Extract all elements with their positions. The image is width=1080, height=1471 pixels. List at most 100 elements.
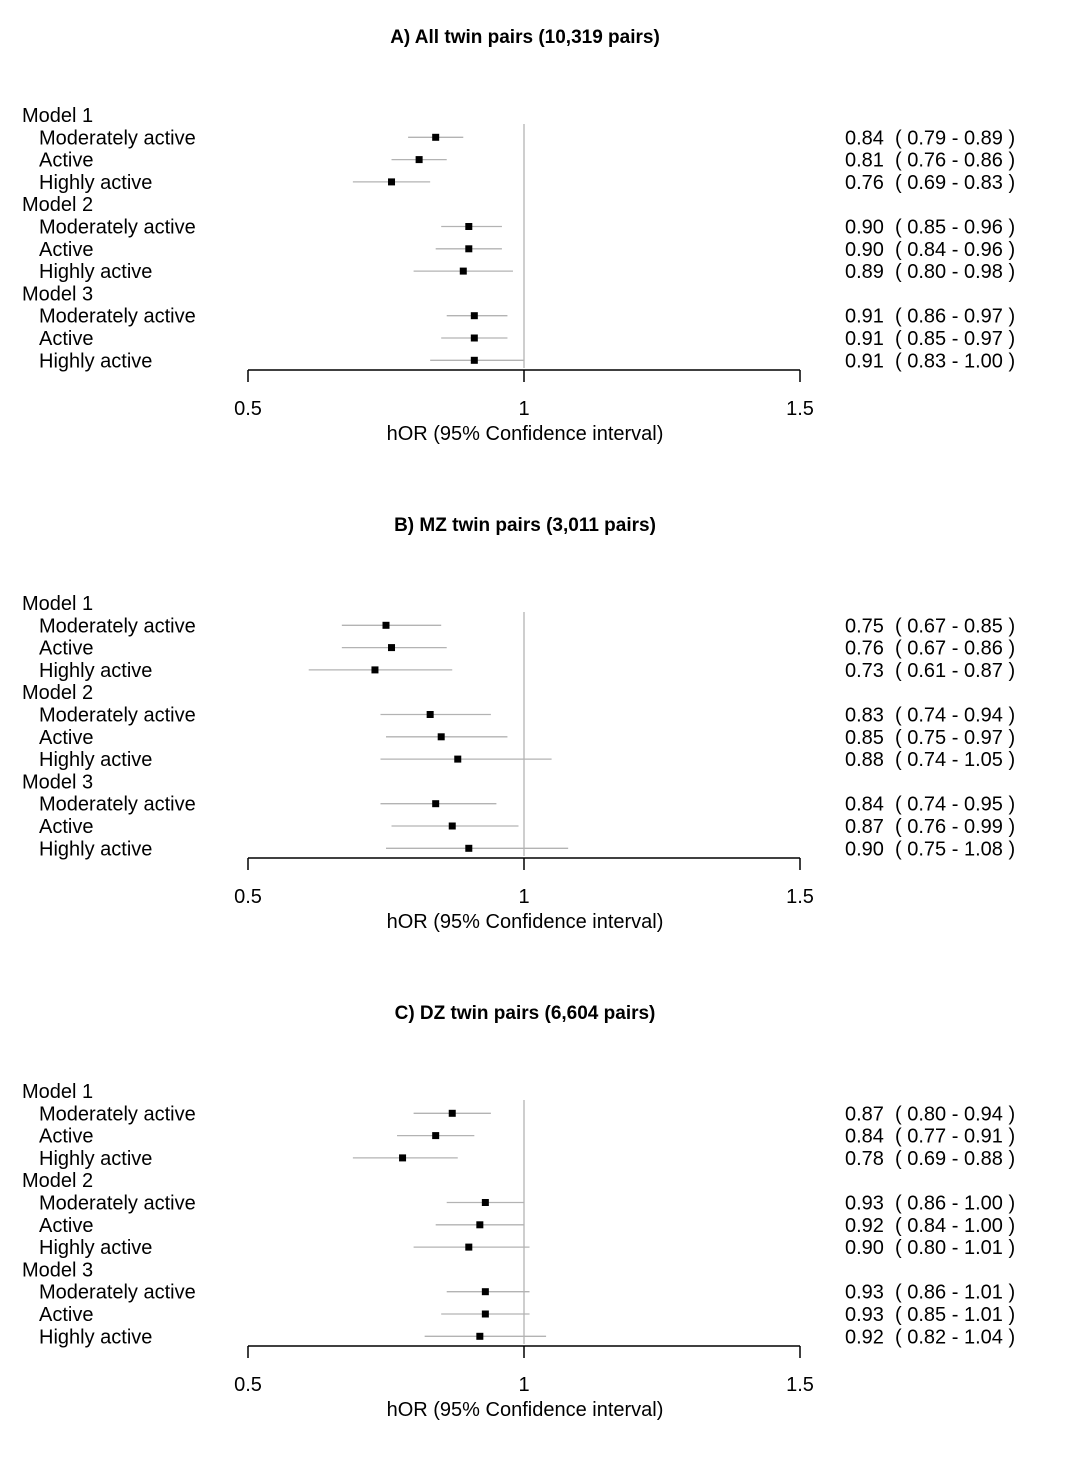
panel-2-x-axis-label: hOR (95% Confidence interval) bbox=[387, 911, 664, 933]
panel-2-value-label-2-1: 0.83 ( 0.74 - 0.94 ) bbox=[845, 705, 1015, 727]
panel-3-group-label-2: Model 2 bbox=[22, 1170, 93, 1192]
panel-2-value-label-3-2: 0.87 ( 0.76 - 0.99 ) bbox=[845, 816, 1015, 838]
panel-2-value-label-2-3: 0.88 ( 0.74 - 1.05 ) bbox=[845, 749, 1015, 771]
panel-3-row-label-3-3: Highly active bbox=[39, 1326, 152, 1348]
panel-1-row-label-1-2: Active bbox=[39, 150, 93, 172]
panel-3-value-label-1-2: 0.84 ( 0.77 - 0.91 ) bbox=[845, 1126, 1015, 1148]
panel-1-value-label-2-1: 0.90 ( 0.85 - 0.96 ) bbox=[845, 217, 1015, 239]
panel-1-row-label-3-3: Highly active bbox=[39, 350, 152, 372]
panel-2-tick-label-3: 1.5 bbox=[786, 886, 814, 908]
panel-3-value-label-2-3: 0.90 ( 0.80 - 1.01 ) bbox=[845, 1237, 1015, 1259]
panel-2-point-2-2 bbox=[437, 733, 445, 741]
panel-1-row-label-1-1: Moderately active bbox=[39, 127, 196, 149]
panel-2-group-label-3: Model 3 bbox=[22, 771, 93, 793]
panel-1-tick-label-1: 0.5 bbox=[234, 398, 262, 420]
panel-1-value-label-1-3: 0.76 ( 0.69 - 0.83 ) bbox=[845, 172, 1015, 194]
panel-2-group-label-1: Model 1 bbox=[22, 593, 93, 615]
panel-3-value-label-3-2: 0.93 ( 0.85 - 1.01 ) bbox=[845, 1304, 1015, 1326]
panel-1-point-1-2 bbox=[415, 156, 423, 164]
panel-1-x-axis-label: hOR (95% Confidence interval) bbox=[387, 423, 664, 445]
panel-2-value-label-1-2: 0.76 ( 0.67 - 0.86 ) bbox=[845, 638, 1015, 660]
panel-3-row-label-3-2: Active bbox=[39, 1304, 93, 1326]
panel-3-row-label-1-1: Moderately active bbox=[39, 1103, 196, 1125]
panel-2-point-1-3 bbox=[371, 666, 379, 674]
panel-3-value-label-3-1: 0.93 ( 0.86 - 1.01 ) bbox=[845, 1282, 1015, 1304]
panel-3-tick-label-2: 1 bbox=[518, 1374, 529, 1396]
panel-1-value-label-2-2: 0.90 ( 0.84 - 0.96 ) bbox=[845, 239, 1015, 261]
panel-3-tick-label-1: 0.5 bbox=[234, 1374, 262, 1396]
panel-2-row-label-2-1: Moderately active bbox=[39, 705, 196, 727]
panel-3-row-label-1-3: Highly active bbox=[39, 1148, 152, 1170]
panel-2-row-label-2-2: Active bbox=[39, 727, 93, 749]
panel-3-value-label-3-3: 0.92 ( 0.82 - 1.04 ) bbox=[845, 1326, 1015, 1348]
panel-1-point-3-1 bbox=[470, 312, 478, 320]
panel-1-title: A) All twin pairs (10,319 pairs) bbox=[390, 27, 660, 48]
panel-2-value-label-3-1: 0.84 ( 0.74 - 0.95 ) bbox=[845, 794, 1015, 816]
panel-1-point-2-3 bbox=[459, 267, 467, 275]
panel-3-title: C) DZ twin pairs (6,604 pairs) bbox=[395, 1003, 656, 1024]
panel-2-row-label-1-2: Active bbox=[39, 638, 93, 660]
panel-1-tick-label-2: 1 bbox=[518, 398, 529, 420]
panel-3-point-1-1 bbox=[448, 1109, 456, 1117]
panel-2-point-3-3 bbox=[465, 844, 473, 852]
panel-3-row-label-1-2: Active bbox=[39, 1126, 93, 1148]
panel-1-value-label-1-1: 0.84 ( 0.79 - 0.89 ) bbox=[845, 127, 1015, 149]
panel-1-row-label-3-1: Moderately active bbox=[39, 306, 196, 328]
panel-2-group-label-2: Model 2 bbox=[22, 682, 93, 704]
panel-2-row-label-3-1: Moderately active bbox=[39, 794, 196, 816]
panel-2-value-label-1-1: 0.75 ( 0.67 - 0.85 ) bbox=[845, 615, 1015, 637]
panel-2-value-label-3-3: 0.90 ( 0.75 - 1.08 ) bbox=[845, 838, 1015, 860]
panel-3-group-label-3: Model 3 bbox=[22, 1259, 93, 1281]
panel-3-x-axis-label: hOR (95% Confidence interval) bbox=[387, 1399, 664, 1421]
panel-2-point-2-3 bbox=[454, 755, 462, 763]
panel-3-row-label-2-1: Moderately active bbox=[39, 1193, 196, 1215]
panel-2-tick-label-1: 0.5 bbox=[234, 886, 262, 908]
panel-3-row-label-2-2: Active bbox=[39, 1215, 93, 1237]
panel-1-group-label-3: Model 3 bbox=[22, 283, 93, 305]
panel-1-point-3-3 bbox=[470, 356, 478, 364]
panel-3-point-2-1 bbox=[481, 1199, 489, 1206]
panel-1-point-2-2 bbox=[465, 245, 473, 253]
panel-2-value-label-2-2: 0.85 ( 0.75 - 0.97 ) bbox=[845, 727, 1015, 749]
panel-2-row-label-3-3: Highly active bbox=[39, 838, 152, 860]
panel-2-row-label-2-3: Highly active bbox=[39, 749, 152, 771]
panel-2-point-1-1 bbox=[382, 621, 390, 629]
panel-1-group-label-2: Model 2 bbox=[22, 194, 93, 216]
panel-3-row-label-3-1: Moderately active bbox=[39, 1282, 196, 1304]
panel-1-row-label-3-2: Active bbox=[39, 328, 93, 350]
panel-1-point-1-1 bbox=[432, 133, 440, 141]
panel-3-tick-label-3: 1.5 bbox=[786, 1374, 814, 1396]
panel-3-value-label-2-2: 0.92 ( 0.84 - 1.00 ) bbox=[845, 1215, 1015, 1237]
panel-3-value-label-1-3: 0.78 ( 0.69 - 0.88 ) bbox=[845, 1148, 1015, 1170]
panel-1-point-2-1 bbox=[465, 223, 473, 230]
panel-3-point-3-1 bbox=[481, 1288, 489, 1296]
panel-3-point-1-3 bbox=[399, 1154, 407, 1162]
panel-2-row-label-3-2: Active bbox=[39, 816, 93, 838]
panel-3-row-label-2-3: Highly active bbox=[39, 1237, 152, 1259]
panel-2-row-label-1-1: Moderately active bbox=[39, 615, 196, 637]
panel-3-point-2-2 bbox=[476, 1221, 484, 1229]
panel-2-tick-label-2: 1 bbox=[518, 886, 529, 908]
panel-1-row-label-2-2: Active bbox=[39, 239, 93, 261]
panel-2-title: B) MZ twin pairs (3,011 pairs) bbox=[394, 515, 656, 536]
panel-3-point-1-2 bbox=[432, 1132, 440, 1140]
panel-1-value-label-3-2: 0.91 ( 0.85 - 0.97 ) bbox=[845, 328, 1015, 350]
panel-1-row-label-2-3: Highly active bbox=[39, 261, 152, 283]
panel-2-point-3-1 bbox=[432, 800, 440, 808]
panel-3-point-2-3 bbox=[465, 1243, 473, 1251]
panel-3-group-label-1: Model 1 bbox=[22, 1081, 93, 1103]
panel-1-row-label-1-3: Highly active bbox=[39, 172, 152, 194]
panel-1-group-label-1: Model 1 bbox=[22, 105, 93, 127]
panel-3-value-label-1-1: 0.87 ( 0.80 - 0.94 ) bbox=[845, 1103, 1015, 1125]
panel-3-value-label-2-1: 0.93 ( 0.86 - 1.00 ) bbox=[845, 1193, 1015, 1215]
panel-3-point-3-2 bbox=[481, 1310, 489, 1318]
panel-1-row-label-2-1: Moderately active bbox=[39, 217, 196, 239]
panel-1-value-label-3-1: 0.91 ( 0.86 - 0.97 ) bbox=[845, 306, 1015, 328]
panel-1-value-label-3-3: 0.91 ( 0.83 - 1.00 ) bbox=[845, 350, 1015, 372]
panel-1-point-1-3 bbox=[388, 178, 396, 186]
panel-1-value-label-1-2: 0.81 ( 0.76 - 0.86 ) bbox=[845, 150, 1015, 172]
panel-1-tick-label-3: 1.5 bbox=[786, 398, 814, 420]
panel-2-point-1-2 bbox=[388, 644, 396, 652]
panel-2-point-3-2 bbox=[448, 822, 456, 830]
